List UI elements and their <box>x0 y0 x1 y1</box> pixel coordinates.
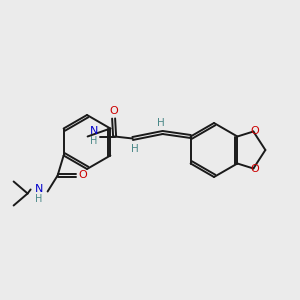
Text: H: H <box>131 143 139 154</box>
Text: H: H <box>157 118 164 128</box>
Text: O: O <box>250 125 259 136</box>
Text: O: O <box>250 164 259 175</box>
Text: N: N <box>34 184 43 194</box>
Text: O: O <box>109 106 118 116</box>
Text: N: N <box>89 127 98 136</box>
Text: H: H <box>35 194 42 203</box>
Text: O: O <box>78 170 87 181</box>
Text: H: H <box>90 136 97 146</box>
